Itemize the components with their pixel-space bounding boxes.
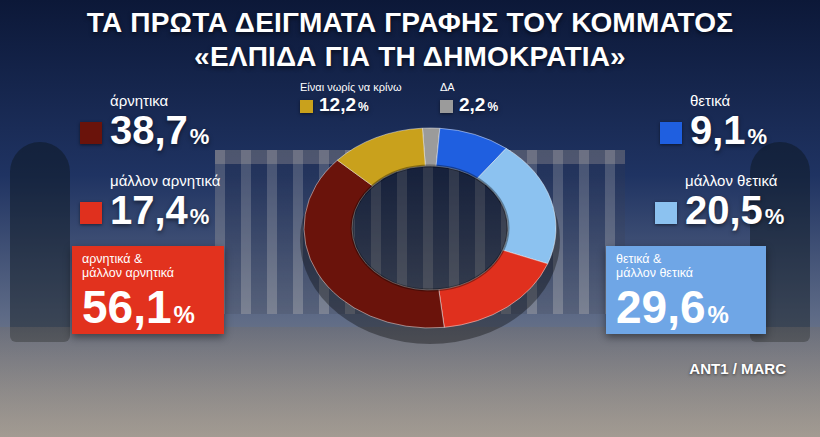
value-number: 56,1: [82, 281, 172, 333]
value-number: 9,1: [690, 108, 746, 152]
summary-text: αρνητικά & μάλλον αρνητικά: [82, 252, 214, 280]
category-label: θετικά: [690, 92, 767, 110]
slices: [304, 128, 556, 328]
title-block: ΤΑ ΠΡΩΤΑ ΔΕΙΓΜΑΤΑ ΓΡΑΦΗΣ ΤΟΥ ΚΟΜΜΑΤΟΣ«ΕΛ…: [0, 6, 820, 74]
category-label: ΔΑ: [440, 80, 498, 94]
legend-item: άρνητικα38,7%: [80, 92, 209, 156]
category-label: μάλλον αρνητικά: [110, 172, 220, 190]
legend-swatch: [660, 122, 682, 144]
legend-row: 12,2%: [300, 94, 402, 118]
value-number: 29,6: [616, 281, 706, 333]
legend-row: 2,2%: [440, 94, 498, 118]
summary-box: αρνητικά & μάλλον αρνητικά56,1%: [72, 246, 224, 334]
source: ANT1 / MARC: [689, 360, 786, 377]
title: ΤΑ ΠΡΩΤΑ ΔΕΙΓΜΑΤΑ ΓΡΑΦΗΣ ΤΟΥ ΚΟΜΜΑΤΟΣ: [0, 6, 820, 40]
legend-swatch: [80, 122, 102, 144]
legend-swatch: [440, 100, 453, 113]
legend-swatch: [300, 100, 313, 113]
legend-row: 9,1%: [660, 110, 767, 156]
slice: [337, 128, 425, 186]
legend-item: ΔΑ2,2%: [440, 80, 498, 118]
donut-hole-edge: [352, 166, 508, 290]
data-label: 38,7%: [110, 107, 209, 160]
legend-item: μάλλον αρνητικά17,4%: [80, 172, 220, 236]
data-label: 20,5%: [685, 187, 784, 240]
legend-row: 17,4%: [80, 190, 220, 236]
data-label: 2,2%: [459, 93, 498, 119]
summary-value: 56,1%: [82, 280, 214, 342]
legend-swatch: [80, 202, 102, 224]
legend-item: μάλλον θετικά20,5%: [655, 172, 784, 236]
value-unit: %: [190, 204, 210, 229]
summary-text: θετικά & μάλλον θετικά: [616, 252, 756, 280]
data-label: 12,2%: [319, 93, 369, 119]
value-unit: %: [174, 301, 195, 328]
category-label: άρνητικα: [110, 92, 209, 110]
legend-row: 20,5%: [655, 190, 784, 236]
value-unit: %: [765, 204, 785, 229]
donut-shadow: [300, 136, 560, 344]
category-label: Είναι νωρίς να κρίνω: [300, 80, 402, 94]
data-label: 9,1%: [690, 107, 767, 160]
data-label: 17,4%: [110, 187, 209, 240]
value-number: 17,4: [110, 188, 188, 232]
value-unit: %: [487, 100, 498, 114]
value-number: 20,5: [685, 188, 763, 232]
value-unit: %: [708, 301, 729, 328]
category-label: μάλλον θετικά: [685, 172, 784, 190]
value-unit: %: [190, 124, 210, 149]
slice: [477, 148, 556, 263]
slice: [439, 250, 548, 327]
summary-box: θετικά & μάλλον θετικά29,6%: [606, 246, 766, 334]
background-floor: [0, 327, 820, 437]
legend-item: θετικά9,1%: [660, 92, 767, 156]
legend-row: 38,7%: [80, 110, 209, 156]
background-tree: [10, 142, 70, 342]
legend-item: Είναι νωρίς να κρίνω12,2%: [300, 80, 402, 118]
subtitle: «ΕΛΠΙΔΑ ΓΙΑ ΤΗ ΔΗΜΟΚΡΑΤΙΑ»: [0, 40, 820, 74]
legend-swatch: [655, 202, 677, 224]
summary-value: 29,6%: [616, 280, 756, 342]
value-number: 12,2: [319, 94, 356, 115]
value-unit: %: [358, 100, 369, 114]
value-unit: %: [748, 124, 768, 149]
value-number: 38,7: [110, 108, 188, 152]
value-number: 2,2: [459, 94, 485, 115]
